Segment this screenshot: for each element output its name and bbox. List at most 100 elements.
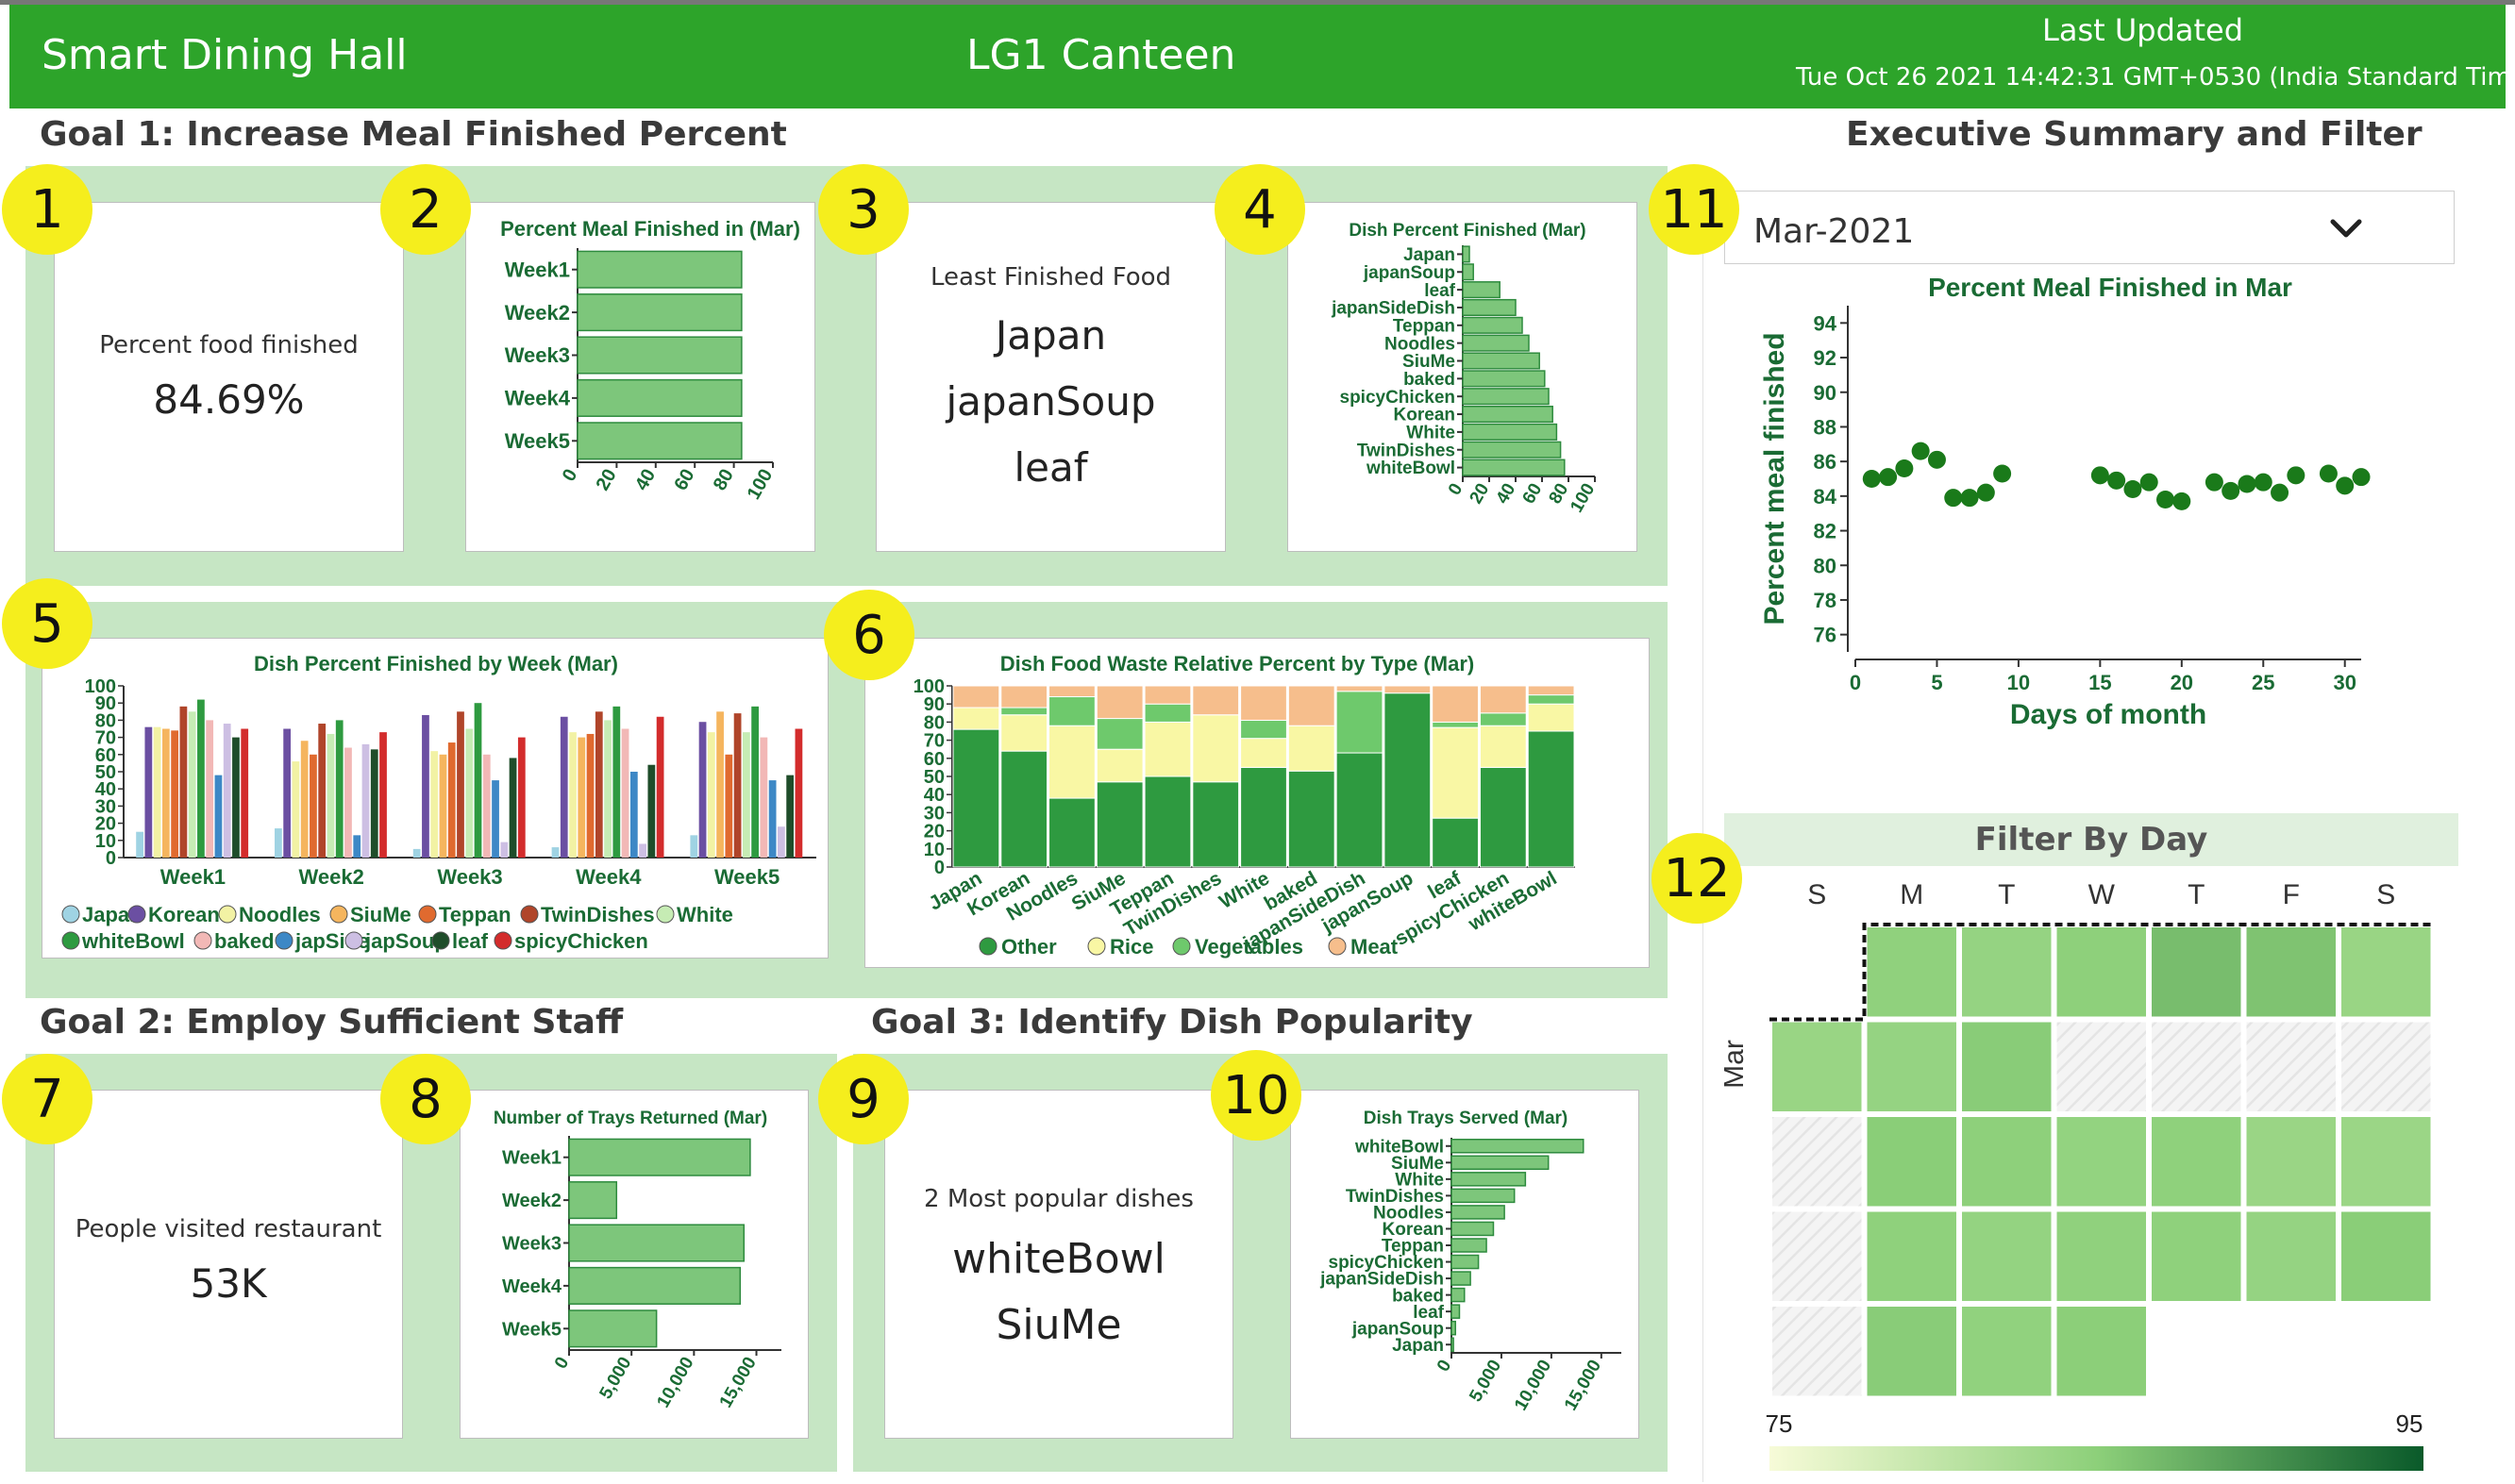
day-cell[interactable] xyxy=(2341,927,2431,1017)
category-label: Week1 xyxy=(160,865,226,889)
y-tick-label: 90 xyxy=(924,694,945,715)
bar-segment xyxy=(1528,731,1574,867)
day-cell[interactable] xyxy=(2152,927,2241,1017)
visitors-label: People visited restaurant xyxy=(55,1215,402,1243)
legend-label: Other xyxy=(1001,935,1057,959)
bar-segment xyxy=(1241,720,1287,738)
day-cell[interactable] xyxy=(1868,1212,1957,1302)
day-cell[interactable] xyxy=(2341,1117,2431,1207)
chart-title: Dish Food Waste Relative Percent by Type… xyxy=(1000,652,1474,675)
bar xyxy=(136,832,143,858)
badge-9: 9 xyxy=(818,1054,909,1144)
bar-segment xyxy=(953,729,999,867)
weekday-label: F xyxy=(2283,879,2300,910)
bar-segment xyxy=(1384,686,1431,693)
data-point xyxy=(2353,468,2371,486)
category-label: Korean xyxy=(1394,406,1455,425)
legend-swatch xyxy=(330,906,347,923)
data-point xyxy=(2336,476,2354,494)
day-cell[interactable] xyxy=(2057,1212,2147,1302)
day-cell[interactable] xyxy=(2057,927,2147,1017)
bar xyxy=(647,765,655,858)
day-cell[interactable] xyxy=(2057,1307,2147,1396)
bar xyxy=(604,720,612,858)
day-cell[interactable] xyxy=(1868,1023,1957,1112)
day-cell[interactable] xyxy=(2057,1117,2147,1207)
weekday-label: T xyxy=(2188,879,2205,910)
day-cell[interactable] xyxy=(1772,1023,1862,1112)
bar xyxy=(690,835,697,858)
day-cell[interactable] xyxy=(1868,1307,1957,1396)
header-bar: Smart Dining Hall LG1 Canteen Last Updat… xyxy=(9,5,2506,108)
day-cell[interactable] xyxy=(1962,1023,2052,1112)
bar xyxy=(465,729,473,859)
day-cell[interactable] xyxy=(1962,1117,2052,1207)
category-label: Teppan xyxy=(1393,316,1455,336)
day-cell[interactable] xyxy=(1962,927,2052,1017)
category-label: Week4 xyxy=(502,1276,562,1297)
bar-segment xyxy=(1049,697,1096,726)
last-updated-label: Last Updated xyxy=(2042,12,2243,48)
calendar-heatmap[interactable]: S M T W T F S Mar 75 95 xyxy=(1724,875,2460,1484)
x-tick-label: 40 xyxy=(1493,480,1520,508)
least-finished-1: Japan xyxy=(877,303,1225,369)
day-cell[interactable] xyxy=(2247,1117,2337,1207)
x-tick-label: 5 xyxy=(1931,671,1942,694)
bar-segment xyxy=(1097,686,1143,719)
bar xyxy=(622,729,629,859)
bar xyxy=(561,717,568,858)
category-label: Week2 xyxy=(299,865,364,889)
bar xyxy=(1451,1189,1515,1202)
legend-swatch xyxy=(62,906,79,923)
bar-segment xyxy=(1288,771,1334,867)
day-cell[interactable] xyxy=(1962,1212,2052,1302)
badge-10: 10 xyxy=(1211,1050,1301,1141)
popular-dish-2: SiuMe xyxy=(885,1292,1232,1359)
bar-segment xyxy=(1001,751,1048,867)
x-tick-label: 100 xyxy=(744,466,778,504)
bar xyxy=(639,843,646,858)
category-label: White xyxy=(1406,424,1455,443)
legend-swatch xyxy=(980,938,997,955)
y-tick-label: 30 xyxy=(924,803,945,824)
y-tick-label: 86 xyxy=(1814,450,1836,474)
category-label: Week3 xyxy=(437,865,502,889)
day-cell[interactable] xyxy=(2341,1212,2431,1302)
category-label: Noodles xyxy=(1384,334,1455,354)
day-cell[interactable] xyxy=(1868,927,1957,1017)
day-cell[interactable] xyxy=(1868,1117,1957,1207)
bar xyxy=(1463,246,1469,262)
x-tick-label: 10 xyxy=(2007,671,2030,694)
bar xyxy=(275,828,282,858)
legend-label: Noodles xyxy=(239,903,321,926)
bar xyxy=(1463,353,1539,369)
bar xyxy=(716,711,724,858)
chart-card-trays-served: Dish Trays Served (Mar) whiteBowl SiuMe Whi… xyxy=(1290,1090,1639,1439)
day-cell[interactable] xyxy=(2152,1117,2241,1207)
day-cell[interactable] xyxy=(2152,1212,2241,1302)
badge-1: 1 xyxy=(2,164,92,255)
goal1-title: Goal 1: Increase Meal Finished Percent xyxy=(40,115,787,154)
day-cell[interactable] xyxy=(1962,1307,2052,1396)
x-tick-label: 5,000 xyxy=(1466,1357,1505,1406)
bar-segment xyxy=(1097,719,1143,750)
bar xyxy=(241,729,248,859)
bar-segment xyxy=(1193,715,1239,782)
bar xyxy=(578,251,742,288)
data-point xyxy=(2172,492,2190,510)
bar xyxy=(1463,425,1556,441)
bar xyxy=(318,724,326,858)
chevron-down-icon[interactable] xyxy=(2327,210,2365,248)
bar-segment xyxy=(1433,722,1479,727)
bar-segment xyxy=(1480,713,1526,725)
bar xyxy=(189,711,196,858)
day-cell[interactable] xyxy=(2247,927,2337,1017)
month-dropdown[interactable]: Mar-2021 xyxy=(1724,191,2455,264)
bar xyxy=(413,849,421,858)
summary-divider xyxy=(1702,166,1703,1482)
y-tick-label: 78 xyxy=(1814,589,1836,612)
category-label: japanSideDish xyxy=(1331,299,1455,319)
legend-label: Rice xyxy=(1110,935,1153,959)
x-tick-label: 100 xyxy=(1567,480,1599,516)
day-cell[interactable] xyxy=(2247,1212,2337,1302)
